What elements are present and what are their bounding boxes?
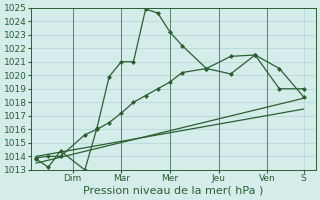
- X-axis label: Pression niveau de la mer( hPa ): Pression niveau de la mer( hPa ): [84, 186, 264, 196]
